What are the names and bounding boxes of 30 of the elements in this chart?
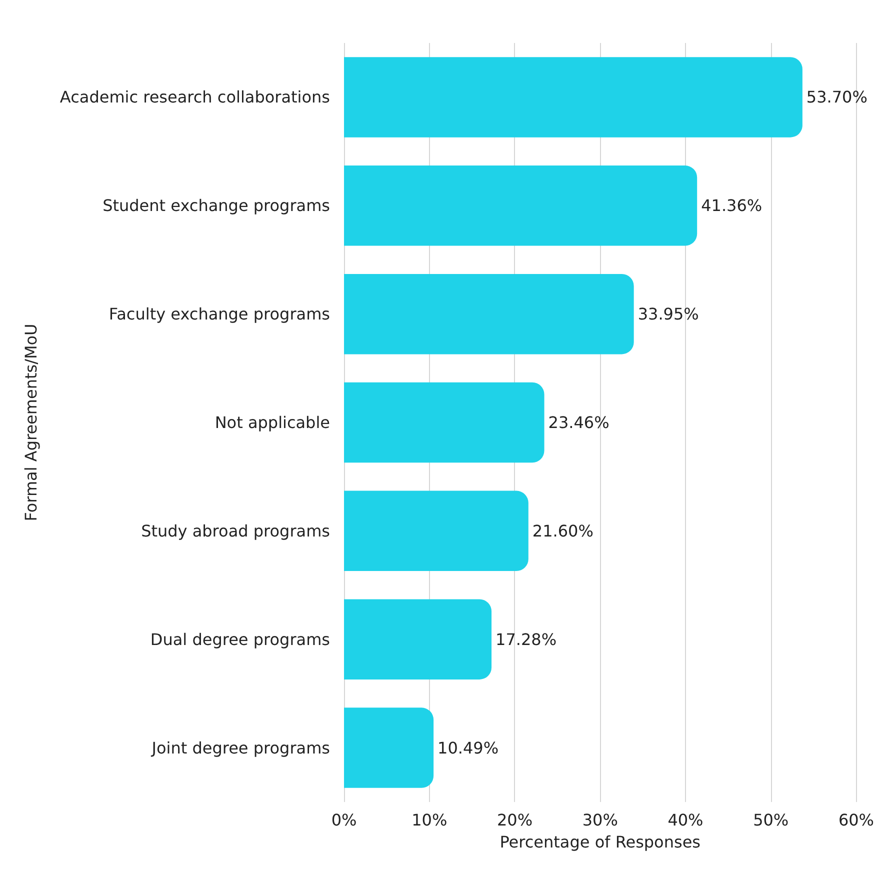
- bar: [344, 490, 528, 572]
- data-label: 17.28%: [496, 630, 557, 649]
- y-axis-title: Formal Agreements/MoU: [22, 324, 40, 522]
- x-axis-title: Percentage of Responses: [500, 832, 700, 852]
- bar: [344, 57, 802, 138]
- x-tick-label: 60%: [838, 810, 874, 830]
- data-label: 33.95%: [638, 304, 699, 324]
- y-tick-label: Study abroad programs: [141, 521, 330, 540]
- data-label: 23.46%: [548, 413, 610, 432]
- y-tick-label: Academic research collaborations: [60, 88, 330, 107]
- y-tick-label: Not applicable: [214, 413, 330, 432]
- bar: [344, 166, 698, 246]
- x-tick-label: 50%: [753, 810, 789, 830]
- bar: [344, 382, 544, 463]
- x-tick-label: 20%: [496, 810, 533, 830]
- y-tick-label: Dual degree programs: [150, 630, 330, 649]
- bar: [344, 708, 434, 788]
- bar: [344, 274, 634, 354]
- bar: [344, 599, 492, 680]
- x-tick-label: 40%: [668, 810, 704, 830]
- x-tick-label: 30%: [582, 810, 618, 830]
- data-label: 21.60%: [532, 521, 594, 540]
- y-tick-label: Student exchange programs: [102, 196, 330, 216]
- data-label: 10.49%: [438, 738, 499, 758]
- y-tick-label: Joint degree programs: [150, 738, 330, 758]
- y-tick-label: Faculty exchange programs: [108, 304, 330, 324]
- x-tick-label: 0%: [331, 810, 357, 830]
- data-label: 53.70%: [806, 88, 868, 107]
- data-label: 41.36%: [701, 196, 762, 216]
- x-tick-label: 10%: [412, 810, 448, 830]
